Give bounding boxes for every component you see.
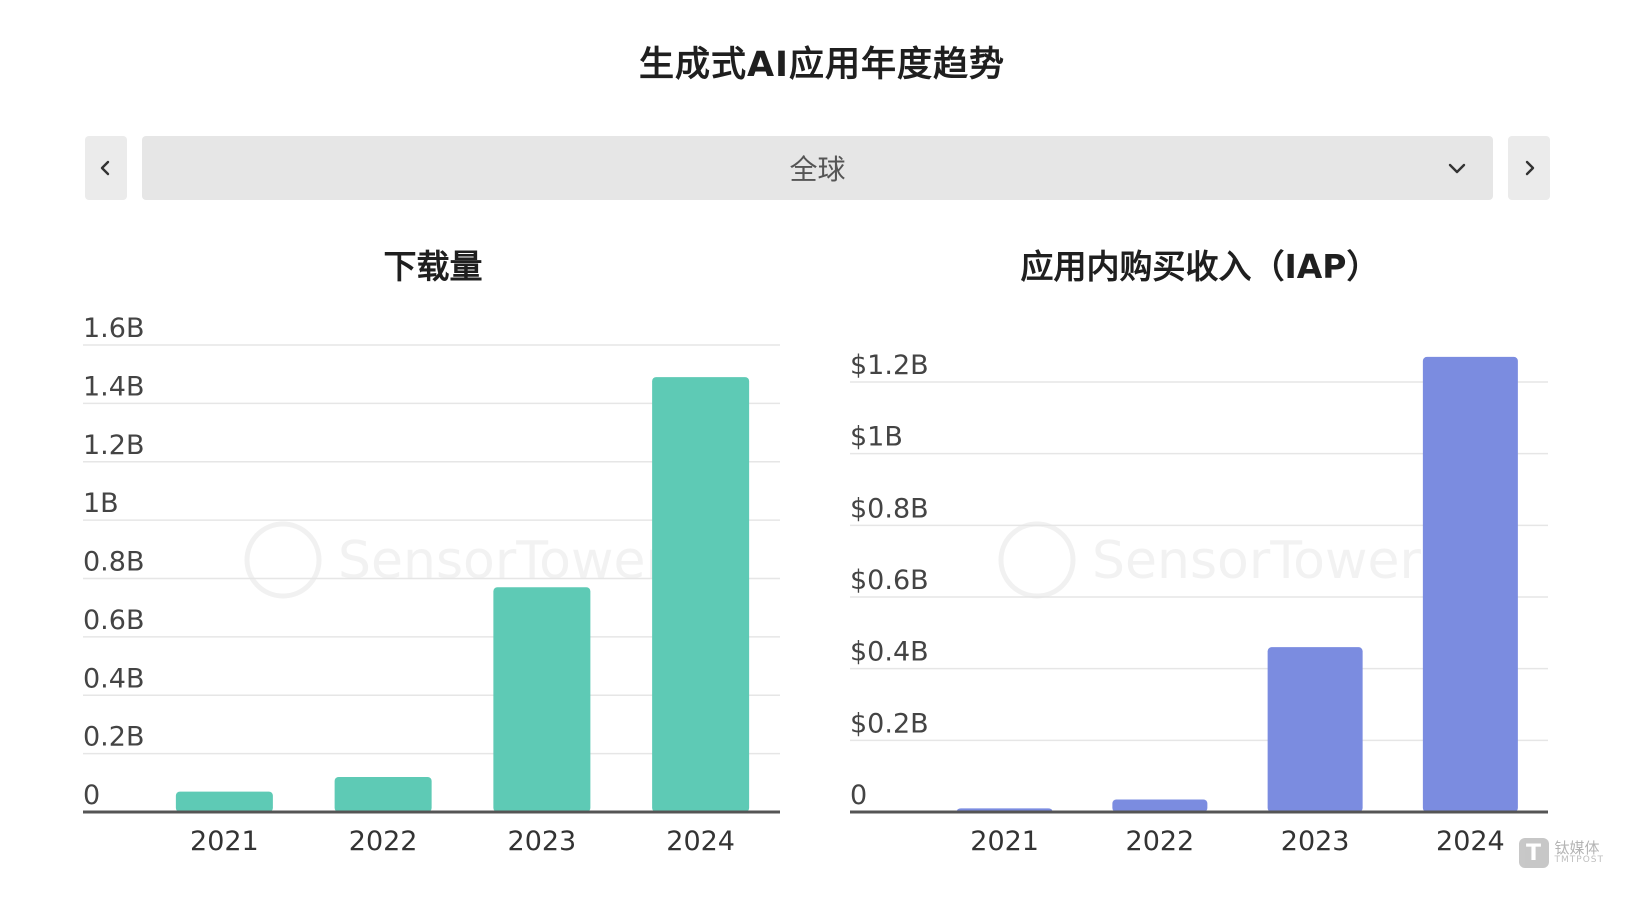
downloads-chart-title: 下载量 [383,247,483,286]
downloads-x-tick-label: 2022 [349,826,418,857]
iap-y-tick-label: $1B [850,422,903,453]
downloads-y-tick-label: 1B [83,488,119,519]
downloads-y-tick-label: 1.4B [83,371,144,402]
brand-name-cn: 钛媒体 [1554,839,1600,857]
downloads-y-tick-label: 0.6B [83,605,144,636]
brand-name-en: TMTPOST [1554,855,1604,865]
downloads-bar-2024 [652,377,750,812]
downloads-y-tick-label: 0.8B [83,547,144,578]
downloads-bar-2021 [175,791,273,812]
downloads-watermark: SensorTower [244,521,668,599]
iap-chart: SensorTower 0 $0.2B $0.4B $0.6B $0.8B $1B $1.2B… [850,350,1548,857]
iap-watermark: SensorTower [998,521,1422,599]
watermark-text: SensorTower [1092,531,1422,591]
downloads-x-tick-label: 2024 [666,826,735,857]
iap-x-tick-label: 2021 [970,826,1039,857]
downloads-bar-2022 [334,776,432,812]
region-dropdown[interactable]: 全球 [142,136,1493,200]
iap-y-tick-label: $0.2B [850,708,929,739]
downloads-bar-2023 [493,587,591,812]
iap-y-tick-label: $0.8B [850,493,929,524]
iap-chart-title: 应用内购买收入（IAP） [1020,247,1380,286]
downloads-y-tick-label: 0.4B [83,663,144,694]
page-title: 生成式AI应用年度趋势 [638,45,1006,85]
tmtpost-logo: T 钛媒体 TMTPOST [1518,838,1604,868]
downloads-y-tick-label: 1.6B [83,313,144,344]
next-button[interactable] [1508,136,1550,200]
iap-y-tick-label: $1.2B [850,350,929,381]
iap-x-tick-label: 2022 [1126,826,1195,857]
downloads-y-tick-label: 0.2B [83,722,144,753]
chevron-left-icon [100,160,110,176]
watermark-text: SensorTower [338,531,668,591]
iap-y-tick-label: $0.6B [850,565,929,596]
iap-bar-2024 [1422,356,1518,812]
iap-x-tick-label: 2023 [1281,826,1350,857]
sensortower-logo-icon [244,521,322,599]
chevron-down-icon [1448,163,1466,174]
sensortower-logo-icon [998,521,1076,599]
downloads-y-tick-label: 1.2B [83,430,144,461]
downloads-chart: SensorTower 0 0.2B 0.4B 0.6B 0.8B 1B 1.2B 1.4B 1.… [83,313,780,857]
iap-x-tick-label: 2024 [1436,826,1505,857]
region-selected-label: 全球 [789,153,846,186]
tmtpost-icon: T [1518,838,1549,868]
downloads-y-tick-label: 0 [83,780,100,811]
downloads-x-tick-label: 2023 [508,826,577,857]
region-selector-row: 全球 [85,136,1550,200]
iap-bar-2022 [1112,799,1208,812]
downloads-x-tick-label: 2021 [190,826,259,857]
iap-y-tick-label: $0.4B [850,637,929,668]
chevron-right-icon [1525,160,1535,176]
previous-button[interactable] [85,136,127,200]
iap-y-tick-label: 0 [850,780,867,811]
iap-bar-2023 [1267,647,1363,812]
